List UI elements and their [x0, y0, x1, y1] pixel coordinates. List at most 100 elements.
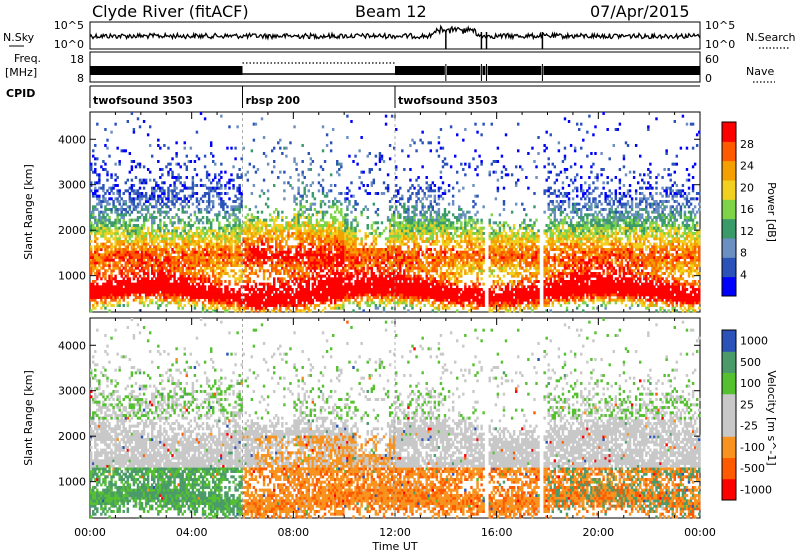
power-cell [366, 253, 369, 257]
power-cell [238, 288, 241, 291]
power-cell [222, 232, 225, 235]
power-cell [323, 229, 327, 233]
power-cell [397, 290, 400, 294]
power-cell [321, 125, 325, 129]
power-cell [323, 288, 327, 291]
power-cell [340, 226, 343, 230]
power-cell [342, 272, 345, 275]
power-cell [195, 296, 199, 299]
power-cell [342, 221, 345, 225]
power-cell [155, 282, 158, 286]
power-cell [360, 296, 363, 299]
power-cell [175, 176, 178, 179]
power-cell [134, 266, 138, 270]
power-cell [348, 189, 351, 193]
power-cell [134, 234, 138, 238]
power-cell [136, 210, 140, 214]
power-cell [159, 266, 162, 270]
freq-ytick-bottom: 8 [77, 72, 84, 85]
power-cell [163, 258, 166, 262]
power-cell [173, 293, 176, 297]
power-cell [214, 162, 217, 166]
power-cell [197, 240, 201, 243]
power-cell [390, 240, 394, 243]
power-cell [138, 237, 142, 241]
power-cell [116, 184, 119, 187]
power-cell [311, 256, 315, 259]
power-cell [297, 274, 300, 278]
power-cell [287, 234, 290, 238]
power-cell [124, 248, 127, 251]
power-cell [96, 277, 99, 281]
power-cell [313, 293, 317, 297]
power-cell [374, 306, 378, 310]
power-cell [311, 293, 315, 297]
power-cell [405, 288, 408, 291]
power-cell [366, 280, 369, 283]
power-cell [250, 240, 254, 243]
power-cell [352, 205, 355, 209]
power-cell [116, 285, 119, 289]
power-cell [161, 240, 164, 243]
power-cell [124, 261, 127, 265]
power-cell [122, 224, 125, 227]
power-cell [138, 181, 142, 185]
power-cell [297, 261, 300, 265]
power-cell [218, 290, 221, 294]
power-cell [250, 285, 254, 289]
power-cell [209, 242, 213, 246]
power-cell [281, 258, 284, 262]
power-cell [171, 298, 174, 302]
power-cell [392, 282, 396, 286]
power-cell [98, 248, 101, 251]
power-cell [388, 258, 392, 262]
power-cell [334, 240, 337, 243]
power-cell [108, 264, 111, 267]
power-cell [344, 234, 347, 238]
power-cell [159, 208, 162, 211]
power-cell [183, 261, 186, 265]
power-cell [334, 248, 337, 251]
power-cell [238, 298, 241, 302]
power-cell [226, 296, 229, 299]
power-cell [281, 248, 284, 251]
power-cell [334, 229, 337, 233]
power-cell [309, 162, 313, 166]
power-cell [268, 293, 272, 297]
power-cell [376, 208, 380, 211]
power-cell [329, 293, 333, 297]
power-cell [130, 226, 134, 230]
power-cell [323, 160, 327, 163]
power-cell [395, 293, 398, 297]
power-cell [161, 189, 164, 193]
power-cell [405, 266, 408, 270]
power-cell [250, 269, 254, 273]
power-cell [329, 216, 333, 219]
power-cell [167, 248, 170, 251]
power-cell [317, 264, 321, 267]
power-cell [291, 256, 294, 259]
power-cell [380, 272, 384, 275]
power-cell [252, 256, 256, 259]
power-cell [220, 240, 223, 243]
power-cell [270, 216, 274, 219]
power-cell [380, 288, 384, 291]
power-cell [179, 277, 182, 281]
power-cell [94, 288, 97, 291]
power-cell [169, 274, 172, 278]
power-cell [114, 237, 117, 241]
power-cell [224, 290, 227, 294]
power-cell [376, 306, 380, 310]
power-cell [372, 253, 376, 257]
power-cell [92, 296, 95, 299]
power-cell [171, 269, 174, 273]
power-cell [403, 226, 406, 230]
power-cell [354, 288, 357, 291]
power-cell [112, 277, 115, 281]
power-cell [185, 266, 188, 270]
power-cell [128, 253, 132, 257]
power-cell [205, 277, 209, 281]
power-cell [352, 226, 355, 230]
power-cell [378, 154, 382, 158]
power-cell [224, 272, 227, 275]
